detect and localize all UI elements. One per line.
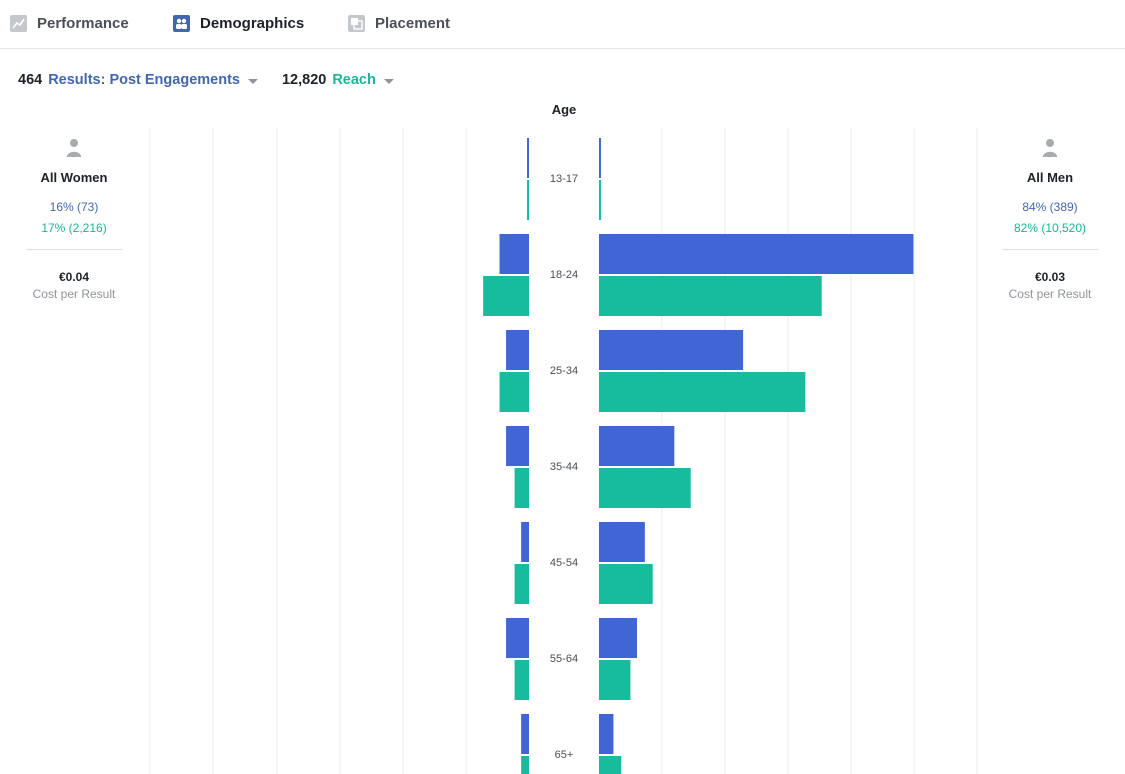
- men-title: All Men: [1026, 170, 1074, 185]
- men-reach-bar: [599, 372, 806, 412]
- men-results-bar: [599, 138, 601, 178]
- women-reach-bar: [483, 276, 529, 316]
- age-label: 18-24: [550, 269, 578, 281]
- age-label: 35-44: [550, 461, 578, 473]
- tab-demographics-label: Demographics: [200, 14, 305, 32]
- divider: [1002, 249, 1098, 250]
- women-results-bar: [527, 138, 529, 178]
- men-results-bar: [599, 618, 637, 658]
- tab-performance[interactable]: Performance: [10, 10, 129, 36]
- axis-title-age: Age: [552, 102, 577, 117]
- results-metric-label: Results: Post Engagements: [48, 72, 240, 88]
- people-icon: [173, 14, 190, 32]
- men-reach-bar: [599, 276, 822, 316]
- age-label: 45-54: [550, 557, 578, 569]
- women-title: All Women: [40, 170, 108, 185]
- women-reach-bar: [514, 564, 529, 604]
- women-reach-bar: [499, 372, 529, 412]
- women-reach-bar: [521, 756, 529, 774]
- women-results-bar: [506, 618, 529, 658]
- chevron-down-icon: [383, 78, 394, 84]
- men-results-bar: [599, 522, 645, 562]
- person-icon: [67, 139, 81, 157]
- women-reach-share: 17% (2,216): [41, 221, 107, 235]
- age-label: 55-64: [550, 653, 578, 665]
- women-results-bar: [521, 714, 529, 754]
- men-results-bar: [599, 714, 614, 754]
- women-results-share: 16% (73): [49, 200, 99, 214]
- men-cost-label: Cost per Result: [1008, 287, 1092, 301]
- women-results-bar: [521, 522, 529, 562]
- person-icon: [1043, 139, 1057, 157]
- reach-count: 12,820: [281, 72, 327, 88]
- tab-bar: Performance Demographics Placement: [0, 0, 1125, 49]
- tab-placement[interactable]: Placement: [348, 10, 450, 36]
- women-summary: All Women 16% (73) 17% (2,216) €0.04 Cos…: [14, 138, 134, 301]
- men-reach-bar: [599, 756, 622, 774]
- placement-icon: [348, 14, 365, 32]
- line-chart-icon: [10, 14, 27, 32]
- age-label: 25-34: [550, 365, 578, 377]
- men-reach-bar: [599, 180, 601, 220]
- results-metric-dropdown[interactable]: 464 Results: Post Engagements: [18, 72, 258, 88]
- age-label: 65+: [555, 749, 574, 761]
- age-label: 13-17: [550, 173, 578, 185]
- men-reach-bar: [599, 468, 691, 508]
- women-cost-per-result: €0.04: [58, 270, 90, 284]
- men-reach-share: 82% (10,520): [1013, 221, 1087, 235]
- men-results-bar: [599, 234, 914, 274]
- divider: [26, 249, 122, 250]
- women-reach-bar: [527, 180, 529, 220]
- women-results-bar: [506, 330, 529, 370]
- chevron-down-icon: [247, 78, 258, 84]
- women-results-bar: [499, 234, 529, 274]
- reach-metric-dropdown[interactable]: 12,820 Reach: [282, 72, 394, 88]
- women-reach-bar: [514, 468, 529, 508]
- men-summary: All Men 84% (389) 82% (10,520) €0.03 Cos…: [990, 138, 1110, 301]
- men-results-bar: [599, 426, 675, 466]
- tab-placement-label: Placement: [375, 14, 451, 32]
- reach-metric-label: Reach: [332, 72, 376, 88]
- women-reach-bar: [514, 660, 529, 700]
- women-results-bar: [506, 426, 529, 466]
- women-cost-label: Cost per Result: [32, 287, 116, 301]
- tab-demographics[interactable]: Demographics: [173, 10, 304, 36]
- men-reach-bar: [599, 660, 631, 700]
- men-reach-bar: [599, 564, 653, 604]
- metric-selectors: 464 Results: Post Engagements 12,820 Rea…: [18, 72, 394, 88]
- results-count: 464: [18, 72, 43, 88]
- men-results-bar: [599, 330, 744, 370]
- men-cost-per-result: €0.03: [1034, 270, 1066, 284]
- men-results-share: 84% (389): [1022, 200, 1078, 214]
- tab-performance-label: Performance: [37, 14, 129, 32]
